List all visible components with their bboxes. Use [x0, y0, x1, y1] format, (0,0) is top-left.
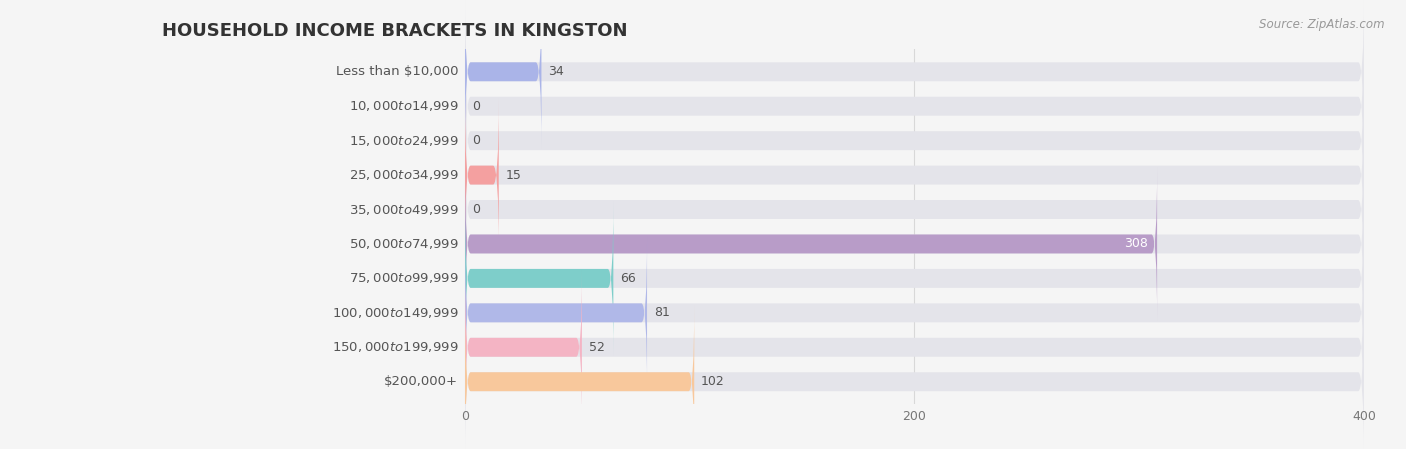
Text: $150,000 to $199,999: $150,000 to $199,999 — [332, 340, 458, 354]
FancyBboxPatch shape — [465, 167, 1157, 321]
Text: 34: 34 — [548, 65, 564, 78]
Text: HOUSEHOLD INCOME BRACKETS IN KINGSTON: HOUSEHOLD INCOME BRACKETS IN KINGSTON — [162, 22, 627, 40]
Text: $200,000+: $200,000+ — [384, 375, 458, 388]
FancyBboxPatch shape — [465, 271, 582, 424]
FancyBboxPatch shape — [465, 305, 695, 449]
FancyBboxPatch shape — [465, 0, 541, 149]
Text: 102: 102 — [702, 375, 724, 388]
Text: $75,000 to $99,999: $75,000 to $99,999 — [349, 271, 458, 286]
Text: $100,000 to $149,999: $100,000 to $149,999 — [332, 306, 458, 320]
Text: 0: 0 — [472, 203, 479, 216]
FancyBboxPatch shape — [465, 133, 1364, 286]
Text: $50,000 to $74,999: $50,000 to $74,999 — [349, 237, 458, 251]
Text: $15,000 to $24,999: $15,000 to $24,999 — [349, 134, 458, 148]
Text: $35,000 to $49,999: $35,000 to $49,999 — [349, 202, 458, 216]
Text: 0: 0 — [472, 100, 479, 113]
Text: 308: 308 — [1125, 238, 1149, 251]
Text: $25,000 to $34,999: $25,000 to $34,999 — [349, 168, 458, 182]
FancyBboxPatch shape — [465, 167, 1364, 321]
FancyBboxPatch shape — [465, 30, 1364, 183]
Text: 52: 52 — [589, 341, 605, 354]
FancyBboxPatch shape — [465, 98, 499, 252]
Text: Source: ZipAtlas.com: Source: ZipAtlas.com — [1260, 18, 1385, 31]
Text: 15: 15 — [506, 168, 522, 181]
FancyBboxPatch shape — [465, 98, 1364, 252]
FancyBboxPatch shape — [465, 202, 1364, 355]
FancyBboxPatch shape — [465, 202, 613, 355]
Text: 0: 0 — [472, 134, 479, 147]
Text: 81: 81 — [654, 306, 669, 319]
FancyBboxPatch shape — [465, 0, 1364, 149]
Text: Less than $10,000: Less than $10,000 — [336, 65, 458, 78]
FancyBboxPatch shape — [465, 236, 647, 389]
Text: 66: 66 — [620, 272, 636, 285]
FancyBboxPatch shape — [465, 271, 1364, 424]
Text: $10,000 to $14,999: $10,000 to $14,999 — [349, 99, 458, 113]
FancyBboxPatch shape — [465, 236, 1364, 389]
FancyBboxPatch shape — [465, 305, 1364, 449]
FancyBboxPatch shape — [465, 64, 1364, 217]
